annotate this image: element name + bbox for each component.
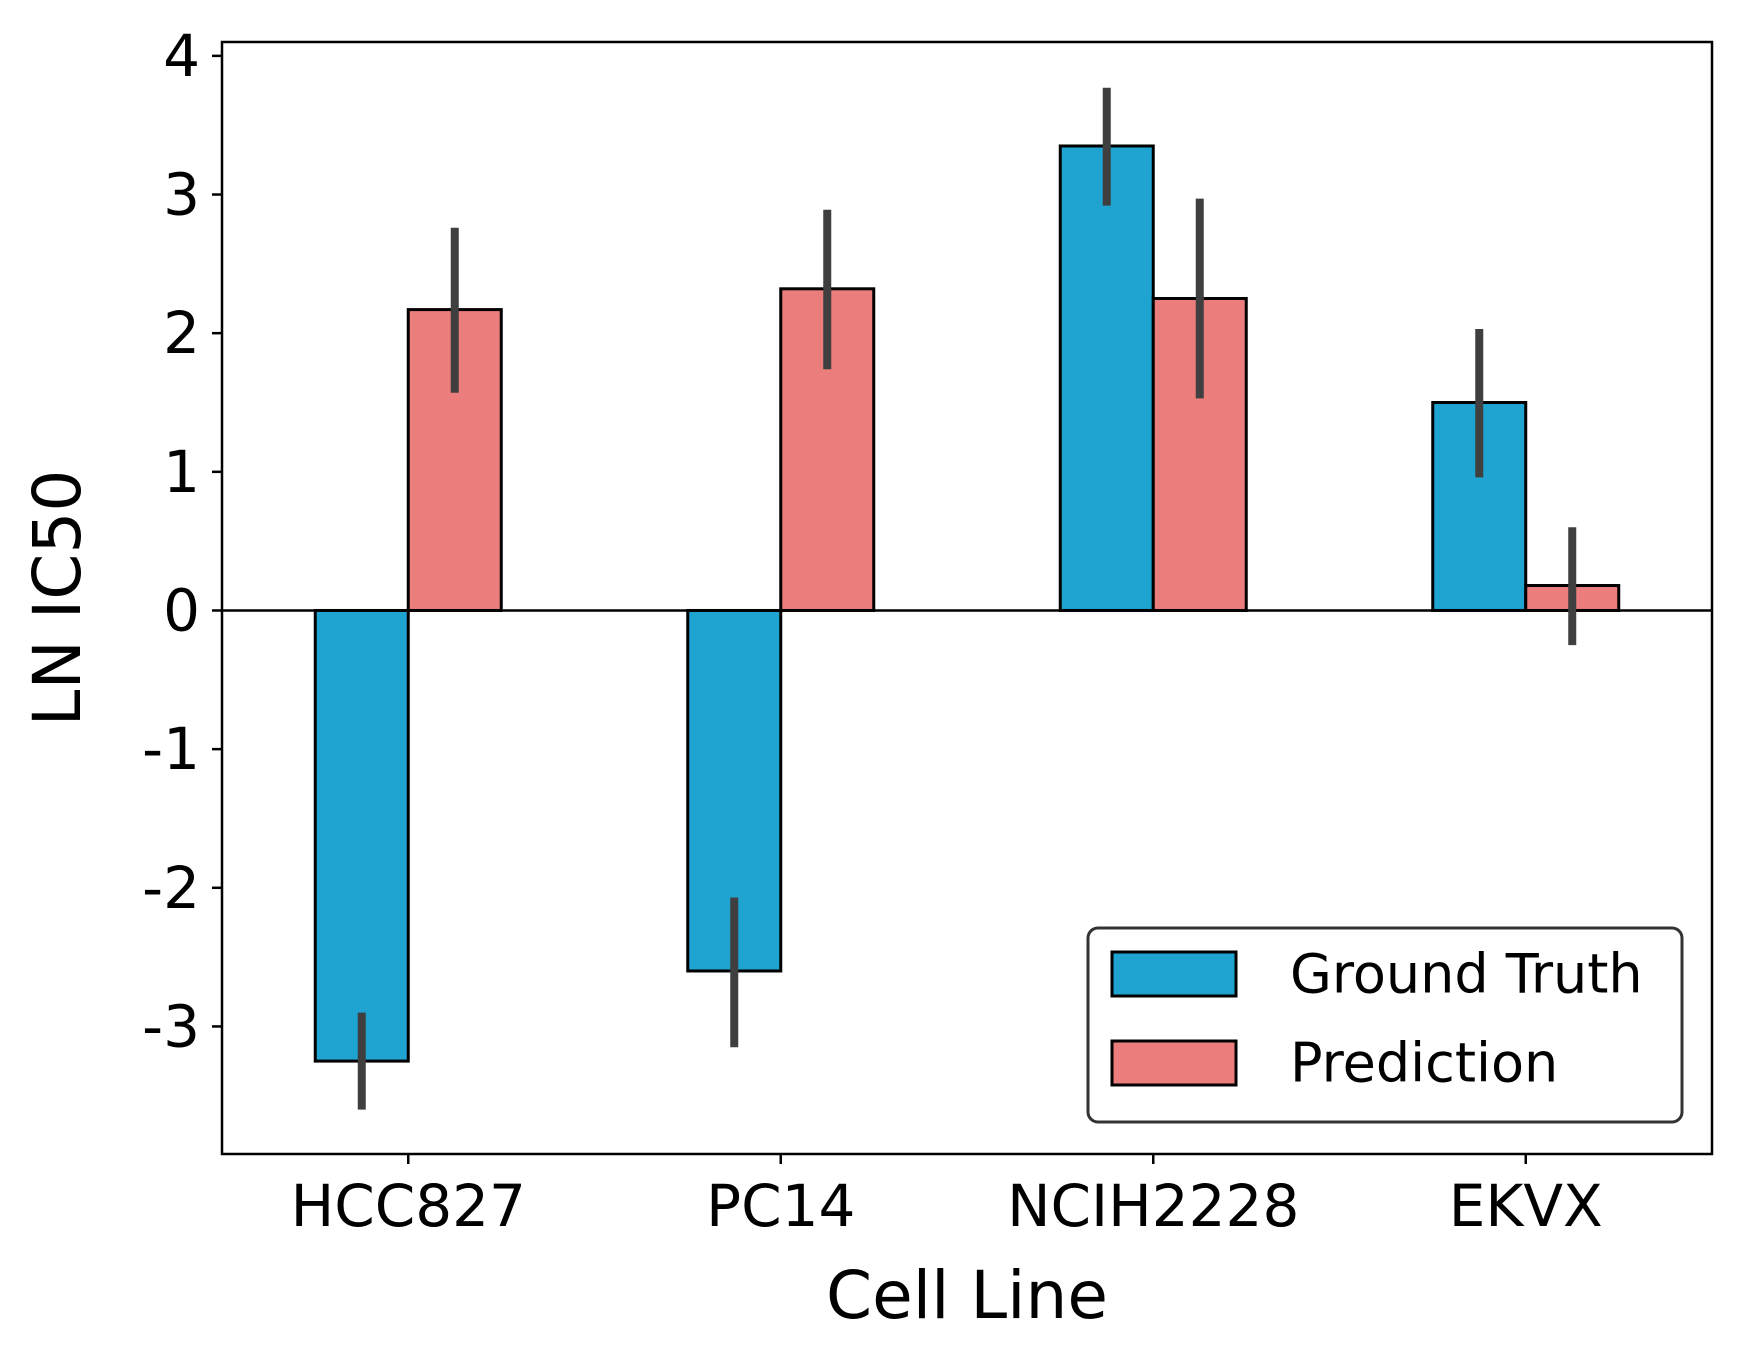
chart-marks xyxy=(222,87,1712,1110)
y-tick-label: -1 xyxy=(142,715,200,783)
plot-frame xyxy=(220,40,1714,1156)
x-tick-label: PC14 xyxy=(706,1172,855,1240)
x-tick-label: EKVX xyxy=(1449,1172,1603,1240)
y-tick-label: -2 xyxy=(142,854,200,922)
y-tick-label: 4 xyxy=(163,22,200,90)
y-axis-title: LN IC50 xyxy=(19,470,96,727)
y-tick-label: 3 xyxy=(163,161,200,229)
bar-ground-truth-ncih2228 xyxy=(1058,144,1155,612)
bar-ground-truth-ekvx xyxy=(1431,400,1528,612)
legend-swatch-ground-truth xyxy=(1110,950,1238,998)
x-tick-label: NCIH2228 xyxy=(1007,1172,1299,1240)
x-axis-title: Cell Line xyxy=(826,1257,1108,1334)
y-tick-label: 1 xyxy=(163,438,200,506)
y-tick-label: -3 xyxy=(142,992,200,1060)
y-tick-label: 0 xyxy=(163,576,200,644)
chart-axes: 4 3 2 1 0 -1 -2 -3 HCC827 PC14 NCIH2228 EKVX Cell Li… xyxy=(19,22,1714,1334)
y-tick-label: 2 xyxy=(163,299,200,367)
bar-ground-truth-hcc827 xyxy=(313,608,410,1063)
legend-label-ground-truth: Ground Truth xyxy=(1290,943,1643,1006)
legend-swatch-prediction xyxy=(1110,1039,1238,1087)
x-tick-label: HCC827 xyxy=(291,1172,526,1240)
legend: Ground Truth Prediction xyxy=(1086,926,1684,1124)
legend-label-prediction: Prediction xyxy=(1290,1032,1558,1095)
